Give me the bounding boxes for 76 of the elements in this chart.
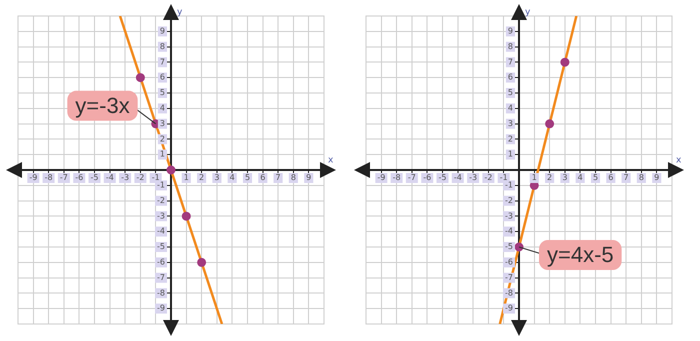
y-tick-label: 7	[508, 57, 513, 66]
x-tick-label: -7	[408, 173, 416, 182]
x-tick-label: 4	[230, 173, 235, 182]
y-tick-label: -9	[157, 304, 166, 313]
x-tick-label: -2	[136, 173, 144, 182]
x-tick-label: 8	[290, 173, 296, 182]
y-tick-label: 3	[508, 118, 513, 128]
x-tick-label: 7	[276, 173, 281, 182]
x-tick-label: 8	[638, 173, 644, 182]
y-tick-label: -8	[505, 288, 514, 298]
x-tick-label: -5	[438, 173, 446, 182]
y-tick-label: -2	[505, 196, 514, 205]
y-tick-label: 3	[160, 118, 165, 128]
y-axis-title: y	[525, 7, 531, 18]
x-axis-title: x	[328, 155, 334, 166]
x-tick-label: 5	[592, 173, 598, 182]
y-tick-label: 9	[160, 26, 165, 36]
y-tick-label: 6	[160, 72, 165, 82]
y-tick-label: 9	[508, 26, 513, 36]
y-tick-label: -1	[505, 180, 514, 190]
x-tick-label: -7	[60, 173, 68, 182]
x-tick-label: -9	[29, 173, 38, 182]
y-tick-label: 4	[508, 103, 513, 112]
y-tick-label: 5	[508, 88, 513, 98]
y-tick-label: -4	[505, 226, 514, 236]
y-tick-label: -7	[505, 272, 514, 282]
x-tick-label: 5	[244, 173, 250, 182]
y-tick-label: -9	[505, 304, 514, 313]
y-tick-label: 4	[160, 103, 165, 112]
x-tick-label: 3	[562, 173, 568, 182]
y-tick-label: -5	[505, 242, 514, 252]
x-tick-label: 2	[547, 173, 552, 182]
x-tick-label: 1	[532, 173, 537, 182]
x-tick-label: -3	[469, 173, 478, 182]
y-tick-label: 1	[508, 150, 513, 159]
x-tick-label: 1	[184, 173, 189, 182]
x-tick-label: -8	[392, 173, 401, 182]
y-tick-label: -7	[157, 272, 166, 282]
x-tick-label: 2	[199, 173, 204, 182]
y-tick-label: -6	[505, 257, 514, 266]
y-tick-label: -4	[157, 226, 166, 236]
x-tick-label: -9	[377, 173, 386, 182]
y-tick-label: -6	[157, 257, 166, 266]
x-tick-label: 3	[214, 173, 220, 182]
x-tick-label: -4	[454, 173, 462, 182]
x-tick-label: -3	[121, 173, 130, 182]
y-tick-label: -1	[157, 180, 166, 190]
y-tick-label: 6	[508, 72, 513, 82]
x-tick-label: 4	[578, 173, 583, 182]
x-tick-label: 9	[654, 173, 660, 182]
y-tick-label: 7	[160, 57, 165, 66]
annotation: y=-3x	[75, 92, 130, 118]
x-axis-title: x	[676, 155, 682, 166]
x-tick-label: -6	[423, 173, 432, 182]
y-tick-label: 8	[160, 42, 165, 51]
x-tick-label: 6	[608, 173, 614, 182]
y-tick-label: -2	[157, 196, 166, 205]
y-tick-label: 8	[508, 42, 513, 51]
annotation: y=4x-5	[547, 242, 614, 268]
x-tick-label: -4	[106, 173, 114, 182]
y-tick-label: -8	[157, 288, 166, 298]
y-tick-label: -5	[157, 242, 166, 252]
y-tick-label: 5	[160, 88, 165, 98]
x-tick-label: 6	[260, 173, 266, 182]
y-tick-label: 2	[160, 134, 165, 144]
y-axis-title: y	[177, 7, 183, 18]
y-tick-label: -3	[505, 211, 514, 220]
y-tick-label: 1	[160, 150, 165, 159]
x-tick-label: -6	[75, 173, 84, 182]
x-tick-label: -5	[90, 173, 98, 182]
y-tick-label: 2	[508, 134, 513, 144]
x-tick-label: 7	[624, 173, 629, 182]
x-tick-label: 9	[306, 173, 312, 182]
x-tick-label: -8	[44, 173, 53, 182]
y-tick-label: -3	[157, 211, 166, 220]
x-tick-label: -2	[484, 173, 492, 182]
